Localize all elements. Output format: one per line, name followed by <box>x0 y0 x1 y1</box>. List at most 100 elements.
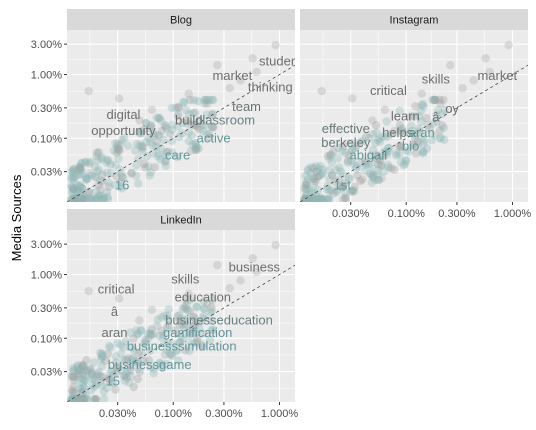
scatter-point <box>140 340 149 349</box>
scatter-point <box>373 175 382 184</box>
scatter-point <box>271 240 280 250</box>
y-tick-label: 0.10% <box>31 133 62 145</box>
x-tick-label: 0.100% <box>155 408 193 420</box>
scatter-point <box>128 354 138 363</box>
scatter-point <box>146 168 155 177</box>
scatter-point <box>77 195 87 202</box>
scatter-point <box>70 165 79 174</box>
scatter-point <box>70 395 80 402</box>
scatter-point <box>410 134 420 143</box>
scatter-point <box>133 357 143 367</box>
scatter-point <box>303 195 312 202</box>
scatter-point <box>191 139 200 148</box>
scatter-point <box>79 366 89 375</box>
scatter-point <box>106 160 115 169</box>
scatter-point <box>191 145 200 154</box>
scatter-point <box>147 325 156 334</box>
scatter-point <box>147 105 157 114</box>
scatter-point <box>411 130 420 140</box>
scatter-point <box>408 140 418 150</box>
scatter-point <box>311 177 320 186</box>
scatter-point <box>208 95 218 105</box>
scatter-point <box>324 195 334 202</box>
scatter-point <box>129 382 138 392</box>
scatter-point <box>70 193 79 202</box>
scatter-point <box>404 147 413 156</box>
scatter-point <box>88 380 97 390</box>
scatter-point <box>80 395 89 402</box>
scatter-point <box>121 336 131 346</box>
scatter-point <box>79 383 89 392</box>
scatter-point <box>113 145 122 154</box>
scatter-point <box>85 365 95 375</box>
scatter-point <box>315 195 324 202</box>
scatter-point <box>303 166 312 176</box>
scatter-point <box>160 350 170 359</box>
scatter-point <box>358 136 368 146</box>
scatter-point <box>374 175 384 185</box>
scatter-point <box>173 312 182 321</box>
scatter-point <box>192 142 201 152</box>
scatter-point <box>382 117 391 126</box>
word-label: berkeley <box>321 135 371 150</box>
scatter-point <box>418 147 428 156</box>
word-label: â <box>432 110 440 125</box>
facet-strip <box>67 9 295 30</box>
scatter-point <box>350 144 359 153</box>
scatter-point <box>84 286 93 296</box>
scatter-point <box>302 180 311 189</box>
scatter-point <box>120 134 129 143</box>
scatter-point <box>132 139 142 149</box>
scatter-point <box>98 195 108 202</box>
scatter-point <box>347 147 357 156</box>
scatter-point <box>76 164 85 173</box>
scatter-point <box>91 395 101 402</box>
y-tick-label: 3.00% <box>31 39 62 51</box>
scatter-point <box>390 165 399 174</box>
scatter-point <box>332 187 342 197</box>
scatter-point <box>428 95 437 105</box>
scatter-point <box>202 110 212 119</box>
scatter-point <box>373 136 383 145</box>
scatter-point <box>79 361 88 370</box>
scatter-point <box>117 184 127 193</box>
scatter-point <box>199 297 208 306</box>
scatter-point <box>81 390 91 399</box>
scatter-point <box>193 122 202 131</box>
scatter-point <box>406 112 415 121</box>
scatter-point <box>435 95 444 105</box>
scatter-point <box>159 135 168 145</box>
scatter-point <box>102 168 112 178</box>
scatter-point <box>205 133 214 142</box>
scatter-point <box>394 142 404 151</box>
scatter-point <box>350 182 359 192</box>
scatter-point <box>197 121 207 130</box>
scatter-point <box>69 382 78 391</box>
scatter-point <box>188 140 197 149</box>
y-tick-label: 0.10% <box>31 333 62 345</box>
scatter-point <box>74 375 83 385</box>
scatter-point <box>328 170 337 179</box>
scatter-point <box>397 124 407 133</box>
scatter-point <box>187 120 196 129</box>
scatter-point <box>163 311 172 320</box>
scatter-point <box>157 313 166 322</box>
scatter-point <box>429 119 438 128</box>
word-label: aran <box>101 325 127 340</box>
scatter-point <box>271 40 280 50</box>
scatter-point <box>117 135 127 145</box>
scatter-point <box>440 135 449 144</box>
scatter-point <box>67 182 76 191</box>
scatter-point <box>69 395 79 402</box>
scatter-point <box>418 134 427 143</box>
scatter-point <box>73 361 83 370</box>
scatter-point <box>132 326 141 335</box>
scatter-point <box>385 143 394 153</box>
scatter-point <box>322 195 332 202</box>
scatter-point <box>436 99 445 108</box>
scatter-point <box>80 363 89 373</box>
scatter-point <box>168 339 177 348</box>
scatter-point <box>439 123 448 133</box>
scatter-point <box>209 122 218 132</box>
